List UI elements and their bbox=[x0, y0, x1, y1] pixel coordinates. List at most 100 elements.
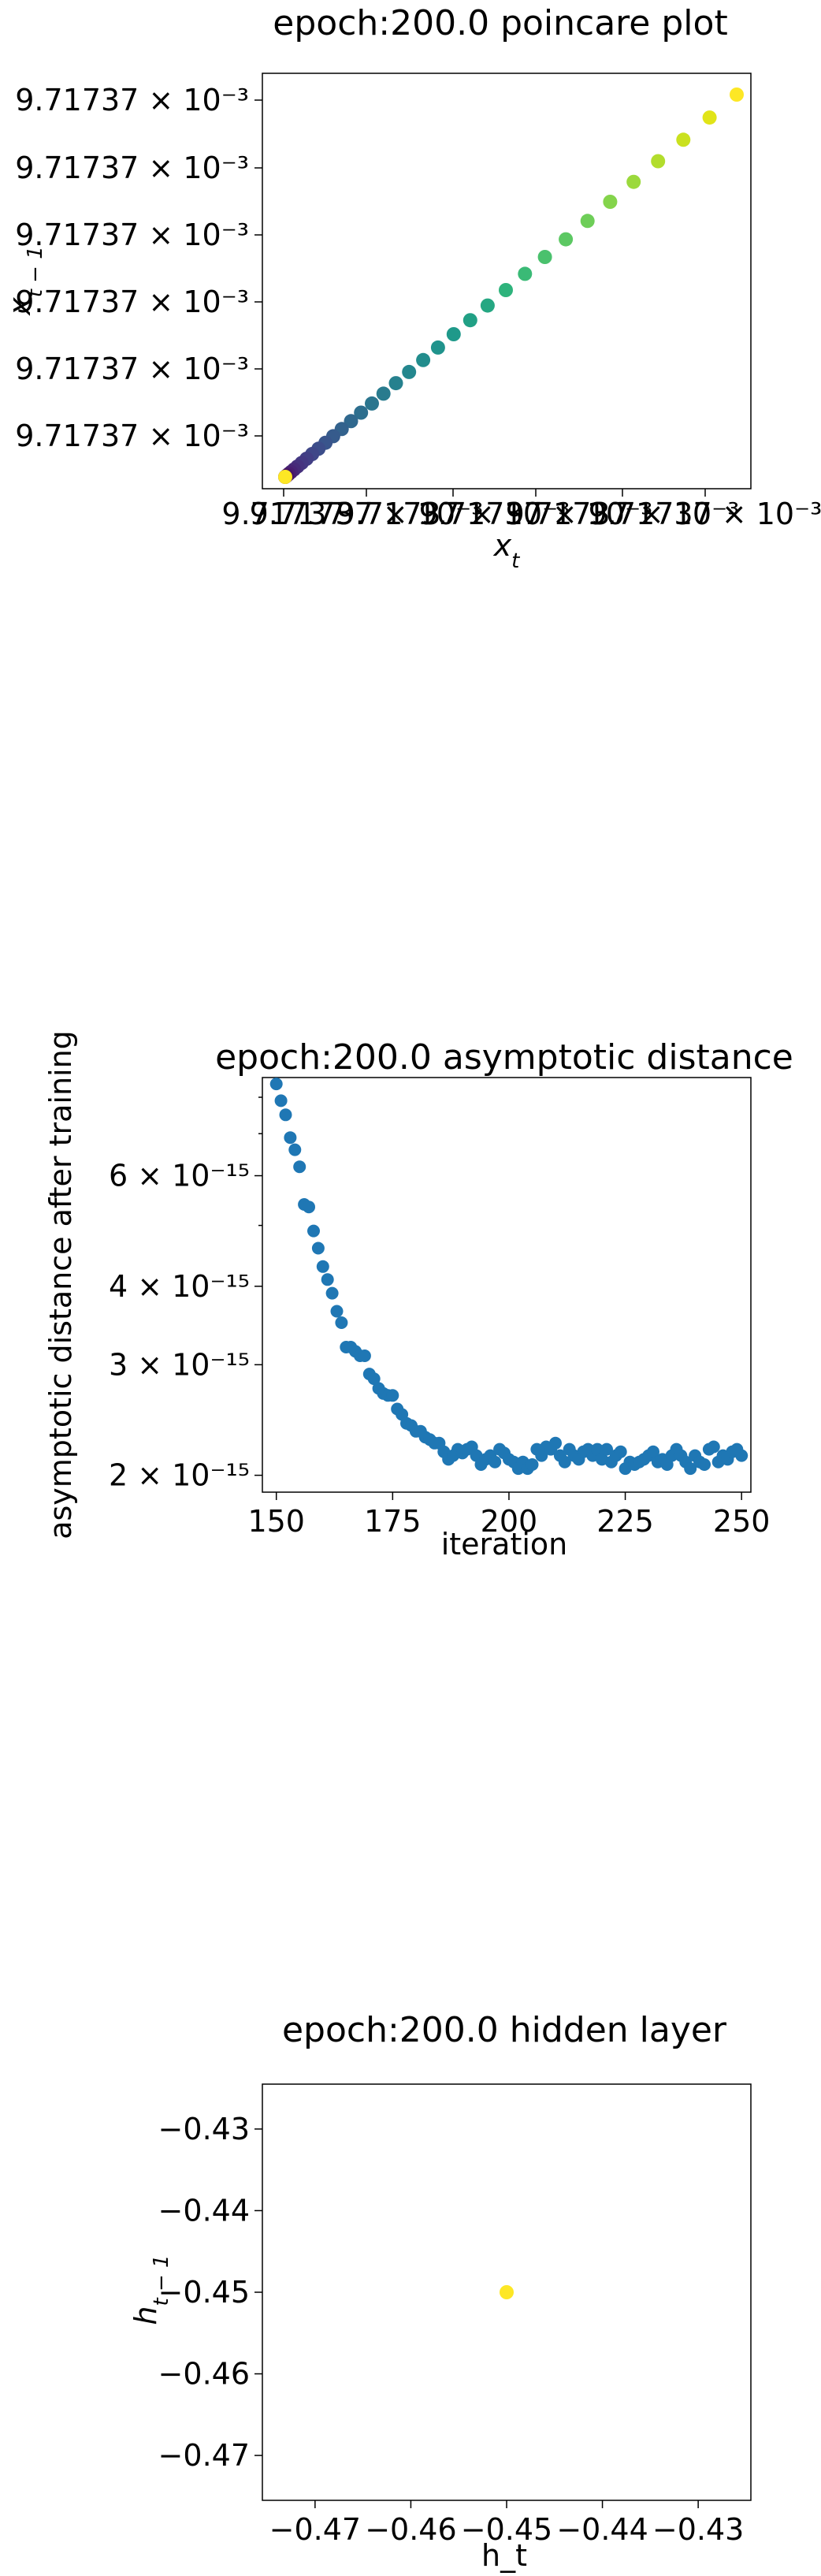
poincare-point bbox=[537, 250, 552, 264]
poincare-xlabel-sub: t bbox=[511, 549, 520, 573]
asymptotic-point bbox=[279, 1108, 292, 1122]
asymptotic-point bbox=[311, 1241, 325, 1255]
hidden-ylabel: ht − 1 bbox=[128, 2254, 173, 2325]
asymptotic-point bbox=[321, 1273, 334, 1286]
asymptotic-point bbox=[647, 1445, 659, 1458]
asymptotic-ylabel: asymptotic distance after training bbox=[43, 1030, 78, 1539]
asymptotic-x-ticks: 150 175 200 225 250 bbox=[247, 1492, 770, 1539]
poincare-point bbox=[676, 132, 691, 147]
asymptotic-points bbox=[269, 1078, 749, 1476]
asymptotic-point bbox=[288, 1143, 302, 1156]
asymptotic-point bbox=[293, 1160, 306, 1174]
poincare-point bbox=[626, 174, 641, 189]
asymptotic-point bbox=[489, 1455, 502, 1469]
poincare-point bbox=[499, 283, 513, 297]
asymptotic-point bbox=[684, 1462, 697, 1476]
poincare-xtick-label: 9.71737 × 10⁻³ bbox=[250, 497, 484, 531]
asymptotic-point bbox=[735, 1449, 749, 1462]
poincare-ytick-label: 9.71737 × 10⁻³ bbox=[15, 218, 249, 252]
asymptotic-point bbox=[591, 1442, 604, 1456]
hidden-y-ticks: −0.43 −0.44 −0.45 −0.46 −0.47 bbox=[158, 2112, 262, 2473]
poincare-point bbox=[518, 266, 533, 281]
poincare-point bbox=[651, 154, 666, 169]
poincare-points bbox=[278, 87, 744, 484]
poincare-xtick-label: 9.71737 × 10⁻³ bbox=[589, 497, 821, 531]
asymptotic-point bbox=[367, 1372, 381, 1386]
poincare-point bbox=[559, 232, 574, 247]
asymptotic-axes-frame bbox=[262, 1077, 752, 1493]
poincare-xtick-label: 9.71737 × 10⁻³ bbox=[419, 497, 653, 531]
poincare-xtick-label: 9.71737 × 10⁻³ bbox=[506, 497, 740, 531]
poincare-point bbox=[388, 376, 403, 391]
poincare-point bbox=[344, 414, 358, 429]
poincare-ytick-label: 9.71737 × 10⁻³ bbox=[15, 419, 249, 453]
asymptotic-point bbox=[707, 1440, 720, 1454]
poincare-x-ticks: 9.71737 9.71737 × 10⁻³ 9.71737 × 10⁻³ 9.… bbox=[221, 489, 821, 531]
asymptotic-xtick-label: 250 bbox=[713, 1504, 771, 1539]
hidden-xtick-label: −0.46 bbox=[365, 2512, 456, 2547]
asymptotic-xtick-label: 150 bbox=[247, 1504, 305, 1539]
hidden-ytick-label: −0.47 bbox=[158, 2438, 250, 2473]
asymptotic-point bbox=[386, 1389, 399, 1402]
asymptotic-point bbox=[284, 1131, 297, 1145]
asymptotic-xtick-label: 200 bbox=[481, 1504, 538, 1539]
asymptotic-xlabel: iteration bbox=[441, 1527, 568, 1562]
hidden-xtick-label: −0.45 bbox=[461, 2512, 552, 2547]
poincare-title: epoch:200.0 poincare plot bbox=[273, 3, 727, 43]
poincare-point bbox=[430, 340, 445, 355]
hidden-points bbox=[500, 2285, 514, 2299]
poincare-point bbox=[446, 327, 461, 341]
poincare-ytick-label: 9.71737 × 10⁻³ bbox=[15, 352, 249, 386]
hidden-xtick-label: −0.47 bbox=[269, 2512, 361, 2547]
asymptotic-point bbox=[600, 1442, 613, 1456]
poincare-point-converged bbox=[278, 470, 292, 484]
asymptotic-point bbox=[303, 1201, 315, 1214]
hidden-ytick-label: −0.44 bbox=[158, 2193, 250, 2228]
poincare-point bbox=[402, 364, 417, 379]
poincare-y-ticks: 9.71737 × 10⁻³ 9.71737 × 10⁻³ 9.71737 × … bbox=[15, 83, 262, 453]
hidden-ylabel-sub: t − 1 bbox=[150, 2254, 173, 2306]
asymptotic-point bbox=[307, 1224, 320, 1238]
asymptotic-xtick-label: 225 bbox=[596, 1504, 654, 1539]
poincare-ytick-label: 9.71737 × 10⁻³ bbox=[15, 285, 249, 319]
asymptotic-point bbox=[335, 1316, 348, 1329]
hidden-point bbox=[500, 2285, 514, 2299]
asymptotic-point bbox=[358, 1349, 371, 1362]
hidden-title: epoch:200.0 hidden layer bbox=[282, 2010, 727, 2050]
poincare-ytick-label: 9.71737 × 10⁻³ bbox=[15, 151, 249, 185]
asymptotic-point bbox=[558, 1455, 571, 1469]
poincare-point bbox=[365, 396, 379, 411]
poincare-xlabel: xt bbox=[493, 528, 521, 573]
poincare-xtick-label: 9.71737 × 10⁻³ bbox=[336, 497, 570, 531]
asymptotic-y-ticks: 2 × 10⁻¹⁵ 3 × 10⁻¹⁵ 4 × 10⁻¹⁵ 6 × 10⁻¹⁵ bbox=[109, 1096, 262, 1493]
asymptotic-title: epoch:200.0 asymptotic distance bbox=[215, 1037, 793, 1078]
hidden-xtick-label: −0.43 bbox=[652, 2512, 744, 2547]
poincare-point bbox=[480, 298, 495, 313]
poincare-point bbox=[702, 110, 717, 125]
poincare-chart: epoch:200.0 poincare plot 9.71737 × 10⁻³… bbox=[2, 3, 821, 573]
asymptotic-point bbox=[269, 1078, 283, 1091]
poincare-point bbox=[603, 195, 618, 209]
poincare-xtick-label: 9.71737 bbox=[221, 497, 345, 531]
asymptotic-point bbox=[316, 1260, 329, 1273]
hidden-x-ticks: −0.47 −0.46 −0.45 −0.44 −0.43 bbox=[269, 2500, 744, 2547]
asymptotic-ytick-label: 2 × 10⁻¹⁵ bbox=[109, 1458, 250, 1493]
asymptotic-point bbox=[614, 1445, 627, 1458]
asymptotic-point bbox=[325, 1286, 339, 1300]
poincare-point bbox=[730, 87, 744, 102]
poincare-axes-frame bbox=[262, 73, 752, 490]
hidden-layer-chart: epoch:200.0 hidden layer −0.47 −0.46 −0.45… bbox=[128, 2010, 752, 2573]
asymptotic-point bbox=[330, 1305, 344, 1318]
hidden-ytick-label: −0.43 bbox=[158, 2112, 250, 2146]
asymptotic-point bbox=[698, 1458, 711, 1471]
poincare-ytick-label: 9.71737 × 10⁻³ bbox=[15, 83, 249, 117]
asymptotic-point bbox=[274, 1094, 288, 1107]
asymptotic-ytick-label: 3 × 10⁻¹⁵ bbox=[109, 1347, 250, 1382]
poincare-point bbox=[354, 405, 369, 420]
poincare-point bbox=[463, 313, 477, 328]
hidden-xlabel: h_t bbox=[481, 2538, 527, 2573]
poincare-point bbox=[580, 214, 595, 229]
hidden-xtick-label: −0.44 bbox=[556, 2512, 648, 2547]
hidden-ytick-label: −0.46 bbox=[158, 2357, 250, 2392]
